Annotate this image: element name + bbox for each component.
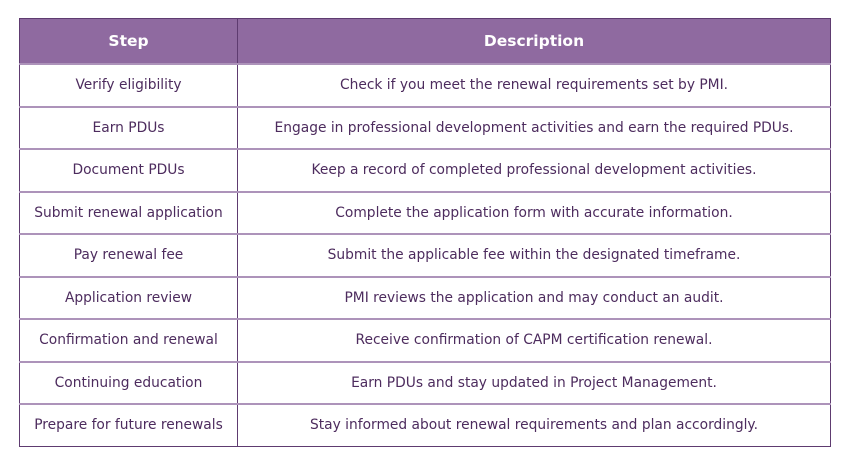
table-row: Verify eligibility Check if you meet the …	[19, 63, 831, 107]
header-step: Step	[19, 18, 238, 64]
table-row: Confirmation and renewal Receive confirma…	[19, 318, 831, 362]
table-row: Submit renewal application Complete the a…	[19, 190, 831, 234]
step-cell: Continuing education	[19, 360, 238, 404]
description-cell: Check if you meet the renewal requiremen…	[237, 63, 831, 107]
header-description: Description	[237, 18, 831, 64]
description-cell: Engage in professional development activ…	[237, 105, 831, 149]
description-cell: Receive confirmation of CAPM certificati…	[237, 318, 831, 362]
step-cell: Submit renewal application	[19, 190, 238, 234]
description-cell: Stay informed about renewal requirements…	[237, 403, 831, 446]
table-row: Continuing education Earn PDUs and stay u…	[19, 360, 831, 404]
step-cell: Prepare for future renewals	[19, 403, 238, 446]
table-row: Prepare for future renewals Stay informed…	[19, 403, 831, 446]
step-cell: Verify eligibility	[19, 63, 238, 107]
description-cell: PMI reviews the application and may cond…	[237, 275, 831, 319]
step-cell: Application review	[19, 275, 238, 319]
description-cell: Complete the application form with accur…	[237, 190, 831, 234]
table-row: Application review PMI reviews the applic…	[19, 275, 831, 319]
step-cell: Earn PDUs	[19, 105, 238, 149]
step-cell: Confirmation and renewal	[19, 318, 238, 362]
description-cell: Keep a record of completed professional …	[237, 148, 831, 192]
description-cell: Submit the applicable fee within the des…	[237, 233, 831, 277]
table-row: Earn PDUs Engage in professional developm…	[19, 105, 831, 149]
table-row: Pay renewal fee Submit the applicable fee…	[19, 233, 831, 277]
step-cell: Document PDUs	[19, 148, 238, 192]
table-row: Document PDUs Keep a record of completed …	[19, 148, 831, 192]
step-cell: Pay renewal fee	[19, 233, 238, 277]
description-cell: Earn PDUs and stay updated in Project Ma…	[237, 360, 831, 404]
header-row: Step Description	[19, 18, 831, 64]
renewal-steps-table: Step Description Verify eligibility Check…	[19, 18, 831, 447]
